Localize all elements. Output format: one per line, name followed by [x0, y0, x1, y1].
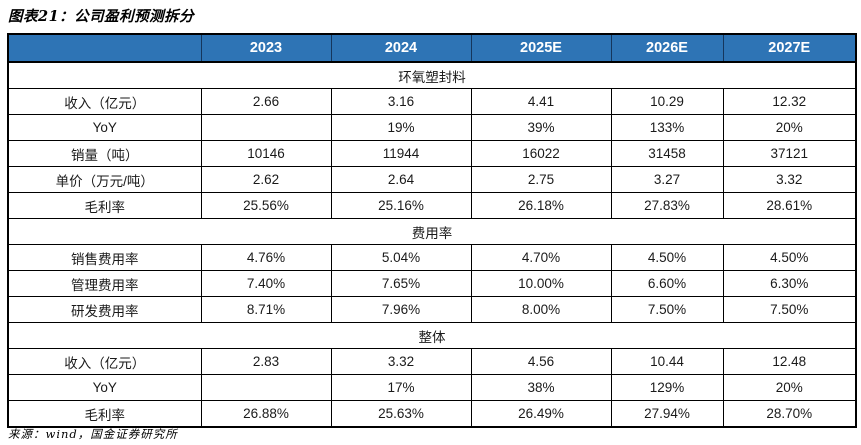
- cell: 28.70%: [722, 400, 857, 428]
- section-row: 费用率: [7, 218, 857, 245]
- cell: 17%: [330, 374, 472, 401]
- table-row: 研发费用率 8.71% 7.96% 8.00% 7.50% 7.50%: [7, 296, 857, 323]
- cell: 7.96%: [330, 296, 472, 323]
- row-label: YoY: [7, 374, 202, 401]
- cell: 7.50%: [610, 296, 724, 323]
- table-row: 毛利率 26.88% 25.63% 26.49% 27.94% 28.70%: [7, 400, 857, 428]
- cell: 20%: [722, 374, 857, 401]
- cell: 26.49%: [470, 400, 612, 428]
- section-header-expense-ratio: 费用率: [7, 218, 857, 245]
- cell: 11944: [330, 140, 472, 167]
- row-label: 销售费用率: [7, 244, 202, 271]
- cell: 16022: [470, 140, 612, 167]
- table-row: YoY 17% 38% 129% 20%: [7, 374, 857, 401]
- table-row: 收入（亿元） 2.83 3.32 4.56 10.44 12.48: [7, 348, 857, 375]
- cell: 4.56: [470, 348, 612, 375]
- cell: 6.60%: [610, 270, 724, 297]
- cell: 3.32: [722, 166, 857, 193]
- cell: 12.48: [722, 348, 857, 375]
- column-header-2024: 2024: [330, 33, 472, 63]
- cell: [200, 374, 332, 401]
- cell: 25.16%: [330, 192, 472, 219]
- cell: 20%: [722, 114, 857, 141]
- cell: 2.62: [200, 166, 332, 193]
- column-header-2026e: 2026E: [610, 33, 724, 63]
- row-label: 收入（亿元）: [7, 88, 202, 115]
- cell: 27.94%: [610, 400, 724, 428]
- cell: 25.56%: [200, 192, 332, 219]
- section-header-epoxy: 环氧塑封料: [7, 61, 857, 89]
- cell: 37121: [722, 140, 857, 167]
- row-label: 管理费用率: [7, 270, 202, 297]
- table-row: 管理费用率 7.40% 7.65% 10.00% 6.60% 6.30%: [7, 270, 857, 297]
- cell: 39%: [470, 114, 612, 141]
- section-header-overall: 整体: [7, 322, 857, 349]
- cell: 3.27: [610, 166, 724, 193]
- column-header-2027e: 2027E: [722, 33, 857, 63]
- cell: 129%: [610, 374, 724, 401]
- row-label: YoY: [7, 114, 202, 141]
- cell: 8.71%: [200, 296, 332, 323]
- cell: 133%: [610, 114, 724, 141]
- cell: 4.70%: [470, 244, 612, 271]
- row-label: 毛利率: [7, 192, 202, 219]
- header-row: 2023 2024 2025E 2026E 2027E: [7, 33, 857, 63]
- cell: 4.76%: [200, 244, 332, 271]
- table-row: 销售费用率 4.76% 5.04% 4.70% 4.50% 4.50%: [7, 244, 857, 271]
- cell: 10.29: [610, 88, 724, 115]
- cell: 5.04%: [330, 244, 472, 271]
- cell: 19%: [330, 114, 472, 141]
- cell: 26.88%: [200, 400, 332, 428]
- cell: 12.32: [722, 88, 857, 115]
- cell: 7.50%: [722, 296, 857, 323]
- row-label: 销量（吨）: [7, 140, 202, 167]
- cell: 38%: [470, 374, 612, 401]
- row-label: 收入（亿元）: [7, 348, 202, 375]
- figure-title: 图表21：公司盈利预测拆分: [8, 8, 195, 25]
- profit-forecast-table: 2023 2024 2025E 2026E 2027E 环氧塑封料 收入（亿元）…: [7, 33, 857, 428]
- cell: 3.16: [330, 88, 472, 115]
- cell: 27.83%: [610, 192, 724, 219]
- cell: 4.50%: [610, 244, 724, 271]
- cell: 10.00%: [470, 270, 612, 297]
- cell: 3.32: [330, 348, 472, 375]
- cell: [200, 114, 332, 141]
- cell: 4.50%: [722, 244, 857, 271]
- cell: 2.64: [330, 166, 472, 193]
- cell: 10146: [200, 140, 332, 167]
- cell: 4.41: [470, 88, 612, 115]
- cell: 10.44: [610, 348, 724, 375]
- column-header-2023: 2023: [200, 33, 332, 63]
- cell: 2.75: [470, 166, 612, 193]
- row-label: 毛利率: [7, 400, 202, 428]
- cell: 25.63%: [330, 400, 472, 428]
- table-row: 销量（吨） 10146 11944 16022 31458 37121: [7, 140, 857, 167]
- source-note: 来源：wind，国金证券研究所: [8, 427, 178, 441]
- cell: 2.83: [200, 348, 332, 375]
- table-row: 单价（万元/吨） 2.62 2.64 2.75 3.27 3.32: [7, 166, 857, 193]
- table-row: 收入（亿元） 2.66 3.16 4.41 10.29 12.32: [7, 88, 857, 115]
- row-label: 单价（万元/吨）: [7, 166, 202, 193]
- table-row: 毛利率 25.56% 25.16% 26.18% 27.83% 28.61%: [7, 192, 857, 219]
- column-header-2025e: 2025E: [470, 33, 612, 63]
- cell: 2.66: [200, 88, 332, 115]
- section-row: 整体: [7, 322, 857, 349]
- cell: 31458: [610, 140, 724, 167]
- cell: 7.65%: [330, 270, 472, 297]
- cell: 8.00%: [470, 296, 612, 323]
- cell: 26.18%: [470, 192, 612, 219]
- cell: 7.40%: [200, 270, 332, 297]
- table-row: YoY 19% 39% 133% 20%: [7, 114, 857, 141]
- cell: 28.61%: [722, 192, 857, 219]
- column-header-blank: [7, 33, 202, 63]
- row-label: 研发费用率: [7, 296, 202, 323]
- section-row: 环氧塑封料: [7, 61, 857, 89]
- cell: 6.30%: [722, 270, 857, 297]
